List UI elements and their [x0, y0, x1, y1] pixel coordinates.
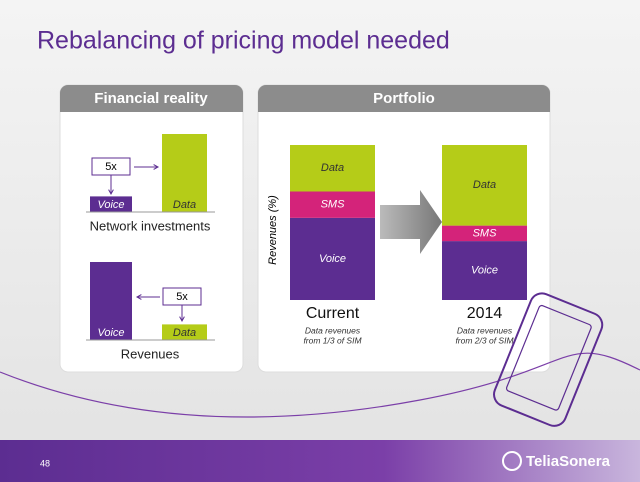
segment-label: Voice	[319, 253, 346, 265]
bar	[90, 262, 132, 340]
bar-note: Data revenues	[457, 325, 513, 335]
group-label: Revenues	[121, 346, 180, 361]
bar-label: Data	[173, 327, 196, 339]
segment-label: Voice	[471, 264, 498, 276]
slide-title: Rebalancing of pricing model needed	[37, 27, 450, 55]
stack-segment	[442, 241, 527, 300]
logo-mark	[502, 451, 522, 471]
stack-segment	[442, 225, 527, 242]
brand: TeliaSonera	[526, 453, 611, 470]
stack-segment	[290, 191, 375, 218]
bar	[162, 134, 207, 212]
bar-label: Data	[173, 199, 196, 211]
stack-segment	[290, 145, 375, 192]
segment-label: Data	[321, 162, 344, 174]
footer-band	[0, 440, 640, 482]
panel-title: Financial reality	[94, 90, 208, 107]
bar-category: Current	[306, 305, 360, 322]
multiplier: 5x	[105, 161, 117, 173]
arrow-head	[153, 164, 160, 170]
stack-segment	[442, 145, 527, 226]
panel-title: Portfolio	[373, 90, 435, 107]
bar-category: 2014	[467, 305, 503, 322]
phone	[493, 292, 604, 427]
panel-header	[60, 85, 243, 112]
panel-header	[258, 85, 550, 112]
bar-note: Data revenues	[305, 325, 361, 335]
segment-label: SMS	[473, 227, 498, 239]
bar-note: from 1/3 of SIM	[303, 335, 362, 345]
stack-segment	[290, 217, 375, 300]
group-label: Network investments	[90, 218, 211, 233]
bar-label: Voice	[97, 327, 124, 339]
shift-arrow	[380, 190, 442, 254]
multiplier: 5x	[176, 291, 188, 303]
page-number: 48	[40, 458, 50, 468]
arrow-head	[179, 316, 185, 323]
swoosh	[0, 352, 640, 418]
arrow-head	[135, 294, 142, 300]
segment-label: Data	[473, 179, 496, 191]
y-axis-label: Revenues (%)	[267, 195, 279, 265]
bar-note: from 2/3 of SIM	[455, 335, 514, 345]
bar	[162, 324, 207, 340]
bar	[90, 196, 132, 212]
arrow-head	[108, 189, 114, 196]
bar-label: Voice	[97, 199, 124, 211]
segment-label: SMS	[321, 199, 346, 211]
